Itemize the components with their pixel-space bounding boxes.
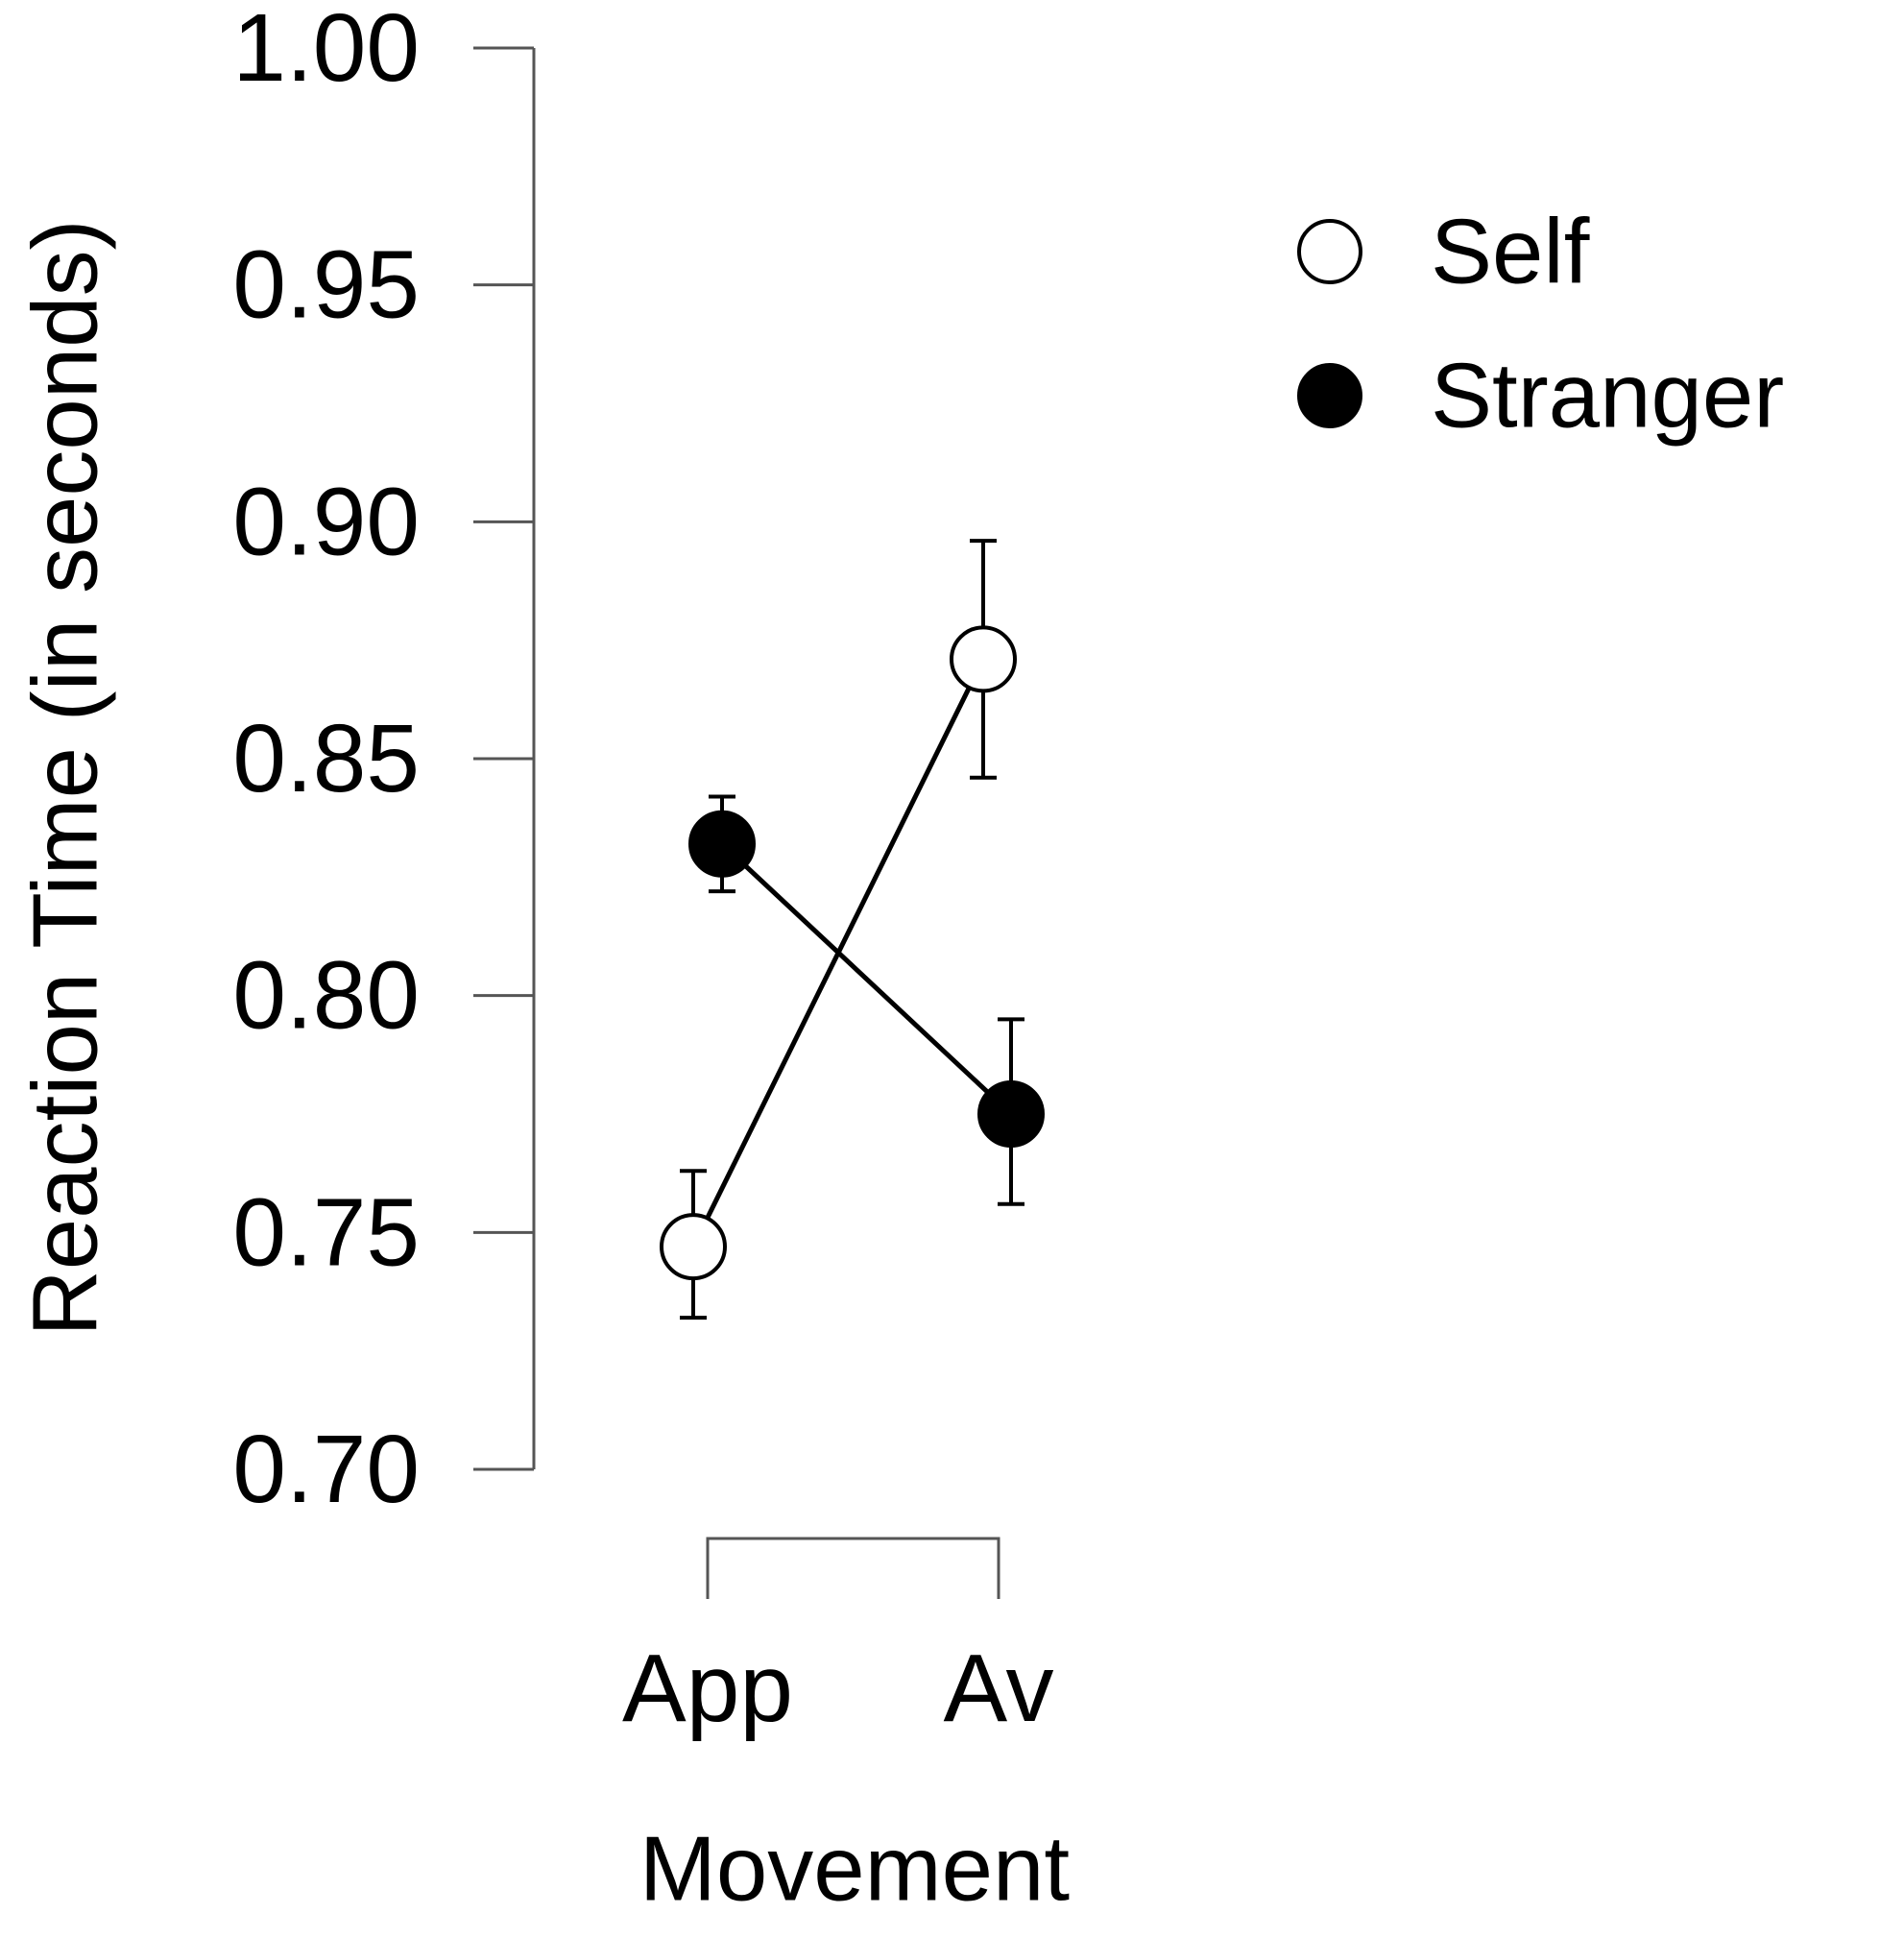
data-point-self — [660, 1213, 727, 1281]
legend-label-self: Self — [1431, 201, 1590, 303]
series-lines — [690, 658, 1013, 1248]
y-axis-title: Reaction Time (in seconds) — [14, 219, 117, 1336]
data-point-stranger — [977, 1080, 1045, 1148]
y-tick-label: 0.85 — [232, 705, 420, 812]
y-tick-label: 0.80 — [232, 942, 420, 1050]
x-ticks: App Av — [622, 1635, 1053, 1742]
y-tick-label: 1.00 — [232, 0, 420, 102]
legend-marker-stranger — [1297, 363, 1362, 428]
data-points — [660, 625, 1045, 1281]
legend: Self Stranger — [1297, 201, 1784, 448]
series-line-stranger — [720, 841, 1013, 1116]
x-axis-line — [706, 1537, 1000, 1599]
x-tick-label: Av — [944, 1635, 1054, 1742]
y-tick-label: 0.75 — [232, 1178, 420, 1286]
data-point-stranger — [688, 810, 756, 878]
y-tick-label: 0.90 — [232, 468, 420, 575]
y-tick-label: 0.95 — [232, 231, 420, 339]
legend-marker-self — [1297, 219, 1362, 284]
y-ticks: 0.70 0.75 0.80 0.85 0.90 0.95 1.00 — [232, 0, 534, 1523]
data-point-self — [950, 625, 1017, 693]
y-tick-label: 0.70 — [232, 1416, 420, 1523]
legend-label-stranger: Stranger — [1431, 345, 1784, 448]
x-axis-title: Movement — [639, 1818, 1070, 1921]
x-tick-label: App — [622, 1635, 793, 1742]
